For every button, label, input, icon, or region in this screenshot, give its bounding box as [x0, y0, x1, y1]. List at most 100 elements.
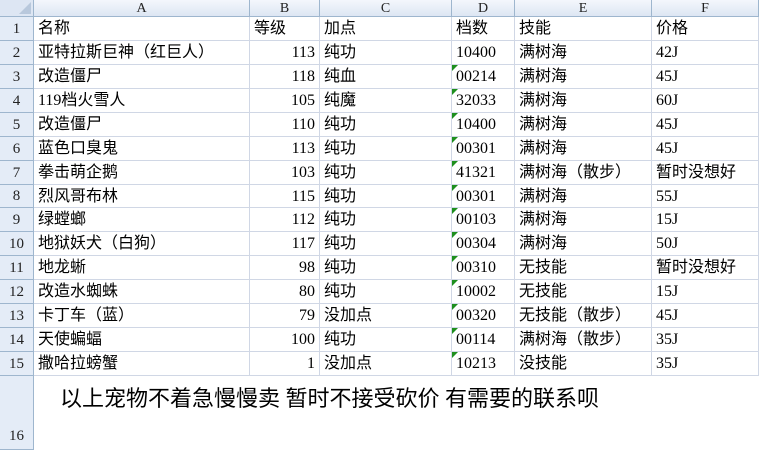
- table-cell[interactable]: 50J: [652, 232, 759, 256]
- table-cell[interactable]: 100: [250, 328, 320, 352]
- table-cell[interactable]: 满树海: [515, 232, 652, 256]
- table-cell[interactable]: 天使蝙蝠: [34, 328, 250, 352]
- row-header-15[interactable]: 15: [0, 352, 34, 376]
- row-header-14[interactable]: 14: [0, 328, 34, 352]
- table-cell[interactable]: 纯功: [320, 328, 452, 352]
- table-cell[interactable]: 满树海: [515, 208, 652, 232]
- table-cell[interactable]: 绿螳螂: [34, 208, 250, 232]
- table-cell[interactable]: 无技能（散步）: [515, 304, 652, 328]
- table-cell[interactable]: 00301: [452, 185, 515, 208]
- table-cell[interactable]: 拳击萌企鹅: [34, 161, 250, 185]
- header-cell-E[interactable]: 技能: [515, 17, 652, 41]
- table-cell[interactable]: 没加点: [320, 304, 452, 328]
- table-cell[interactable]: 60J: [652, 89, 759, 113]
- table-cell[interactable]: 80: [250, 280, 320, 304]
- table-cell[interactable]: 满树海（散步）: [515, 161, 652, 185]
- table-cell[interactable]: 暂时没想好: [652, 161, 759, 185]
- table-cell[interactable]: 41321: [452, 161, 515, 185]
- header-cell-F[interactable]: 价格: [652, 17, 759, 41]
- table-cell[interactable]: 满树海: [515, 41, 652, 65]
- table-cell[interactable]: 满树海: [515, 113, 652, 137]
- table-cell[interactable]: 115: [250, 185, 320, 208]
- table-cell[interactable]: 没技能: [515, 352, 652, 376]
- table-cell[interactable]: 00320: [452, 304, 515, 328]
- table-cell[interactable]: 纯功: [320, 41, 452, 65]
- row-header-5[interactable]: 5: [0, 113, 34, 137]
- table-cell[interactable]: 满树海: [515, 65, 652, 89]
- table-cell[interactable]: 纯功: [320, 232, 452, 256]
- column-header-A[interactable]: A: [34, 0, 250, 17]
- table-cell[interactable]: 45J: [652, 137, 759, 161]
- row-header-8[interactable]: 8: [0, 185, 34, 208]
- table-cell[interactable]: 没加点: [320, 352, 452, 376]
- row-header-6[interactable]: 6: [0, 137, 34, 161]
- table-cell[interactable]: 00103: [452, 208, 515, 232]
- table-cell[interactable]: 无技能: [515, 256, 652, 280]
- table-cell[interactable]: 满树海: [515, 89, 652, 113]
- table-cell[interactable]: 113: [250, 41, 320, 65]
- table-cell[interactable]: 00214: [452, 65, 515, 89]
- table-cell[interactable]: 1: [250, 352, 320, 376]
- table-cell[interactable]: 35J: [652, 352, 759, 376]
- table-cell[interactable]: 改造僵尸: [34, 113, 250, 137]
- table-cell[interactable]: 105: [250, 89, 320, 113]
- table-cell[interactable]: 纯功: [320, 161, 452, 185]
- header-cell-C[interactable]: 加点: [320, 17, 452, 41]
- table-cell[interactable]: 117: [250, 232, 320, 256]
- column-header-B[interactable]: B: [250, 0, 320, 17]
- table-cell[interactable]: 00304: [452, 232, 515, 256]
- table-cell[interactable]: 纯功: [320, 256, 452, 280]
- header-cell-A[interactable]: 名称: [34, 17, 250, 41]
- table-cell[interactable]: 无技能: [515, 280, 652, 304]
- row-header-7[interactable]: 7: [0, 161, 34, 185]
- table-cell[interactable]: 纯功: [320, 113, 452, 137]
- table-cell[interactable]: 00301: [452, 137, 515, 161]
- table-cell[interactable]: 110: [250, 113, 320, 137]
- header-cell-D[interactable]: 档数: [452, 17, 515, 41]
- table-cell[interactable]: 42J: [652, 41, 759, 65]
- row-header-16[interactable]: 16: [0, 376, 34, 450]
- table-cell[interactable]: 纯功: [320, 185, 452, 208]
- row-header-3[interactable]: 3: [0, 65, 34, 89]
- table-cell[interactable]: 地龙蜥: [34, 256, 250, 280]
- table-cell[interactable]: 00114: [452, 328, 515, 352]
- row-header-10[interactable]: 10: [0, 232, 34, 256]
- table-cell[interactable]: 45J: [652, 65, 759, 89]
- table-cell[interactable]: 55J: [652, 185, 759, 208]
- column-header-F[interactable]: F: [652, 0, 759, 17]
- table-cell[interactable]: 改造僵尸: [34, 65, 250, 89]
- table-cell[interactable]: 118: [250, 65, 320, 89]
- row-header-11[interactable]: 11: [0, 256, 34, 280]
- table-cell[interactable]: 119档火雪人: [34, 89, 250, 113]
- select-all-button[interactable]: [0, 0, 34, 17]
- row-header-4[interactable]: 4: [0, 89, 34, 113]
- table-cell[interactable]: 纯功: [320, 137, 452, 161]
- table-cell[interactable]: 满树海（散步）: [515, 328, 652, 352]
- table-cell[interactable]: 蓝色口臭鬼: [34, 137, 250, 161]
- row-header-2[interactable]: 2: [0, 41, 34, 65]
- table-cell[interactable]: 纯功: [320, 208, 452, 232]
- table-cell[interactable]: 35J: [652, 328, 759, 352]
- table-cell[interactable]: 亚特拉斯巨神（红巨人）: [34, 41, 250, 65]
- row-header-9[interactable]: 9: [0, 208, 34, 232]
- row-header-1[interactable]: 1: [0, 17, 34, 41]
- table-cell[interactable]: 满树海: [515, 137, 652, 161]
- table-cell[interactable]: 纯功: [320, 280, 452, 304]
- table-cell[interactable]: 满树海: [515, 185, 652, 208]
- table-cell[interactable]: 卡丁车（蓝）: [34, 304, 250, 328]
- table-cell[interactable]: 暂时没想好: [652, 256, 759, 280]
- table-cell[interactable]: 15J: [652, 208, 759, 232]
- table-cell[interactable]: 00310: [452, 256, 515, 280]
- table-cell[interactable]: 98: [250, 256, 320, 280]
- table-cell[interactable]: 45J: [652, 304, 759, 328]
- table-cell[interactable]: 10213: [452, 352, 515, 376]
- row-header-13[interactable]: 13: [0, 304, 34, 328]
- table-cell[interactable]: 地狱妖犬（白狗）: [34, 232, 250, 256]
- header-cell-B[interactable]: 等级: [250, 17, 320, 41]
- table-cell[interactable]: 113: [250, 137, 320, 161]
- column-header-E[interactable]: E: [515, 0, 652, 17]
- table-cell[interactable]: 79: [250, 304, 320, 328]
- row-header-12[interactable]: 12: [0, 280, 34, 304]
- column-header-C[interactable]: C: [320, 0, 452, 17]
- table-cell[interactable]: 纯魔: [320, 89, 452, 113]
